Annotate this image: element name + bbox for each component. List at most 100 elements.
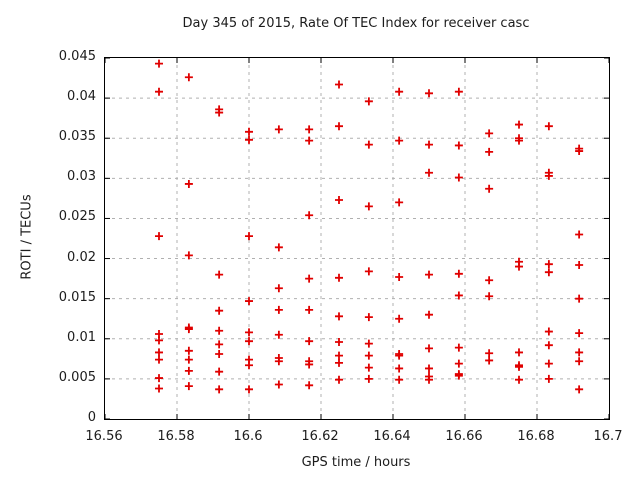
data-point bbox=[155, 59, 163, 68]
data-point bbox=[305, 360, 314, 369]
data-point bbox=[184, 325, 193, 334]
data-point bbox=[425, 140, 433, 149]
data-point bbox=[245, 297, 253, 306]
data-point bbox=[274, 330, 283, 339]
chart-title: Day 345 of 2015, Rate Of TEC Index for r… bbox=[182, 16, 530, 31]
data-point bbox=[274, 357, 283, 366]
data-point bbox=[364, 339, 373, 348]
data-point bbox=[215, 350, 224, 359]
data-point bbox=[395, 364, 404, 373]
data-point bbox=[335, 351, 343, 360]
data-point bbox=[515, 262, 523, 271]
data-point bbox=[395, 351, 404, 360]
data-point bbox=[215, 326, 224, 335]
data-point bbox=[515, 362, 523, 371]
data-point bbox=[364, 202, 373, 211]
data-point bbox=[544, 341, 553, 350]
data-point bbox=[155, 232, 163, 241]
data-point bbox=[425, 89, 433, 98]
x-tick-label: 16.58 bbox=[157, 429, 195, 444]
data-point bbox=[335, 195, 343, 204]
data-point bbox=[485, 292, 494, 301]
data-point bbox=[305, 136, 314, 145]
plot-canvas bbox=[105, 58, 609, 419]
data-point bbox=[245, 337, 253, 346]
data-point bbox=[305, 381, 314, 390]
data-point bbox=[305, 211, 314, 220]
data-point bbox=[215, 270, 224, 279]
data-point bbox=[544, 268, 553, 277]
data-point bbox=[335, 273, 343, 282]
data-point bbox=[544, 359, 553, 368]
data-point bbox=[395, 314, 404, 323]
y-tick-label: 0.005 bbox=[58, 369, 96, 385]
data-point bbox=[515, 120, 523, 129]
y-tick-label: 0.025 bbox=[58, 209, 96, 225]
data-point bbox=[184, 355, 193, 364]
x-tick-label: 16.66 bbox=[445, 429, 483, 444]
y-tick-label: 0.04 bbox=[67, 89, 96, 105]
data-point bbox=[425, 310, 433, 319]
data-point bbox=[155, 384, 163, 393]
data-point bbox=[575, 294, 584, 303]
data-point bbox=[335, 358, 343, 367]
data-point bbox=[425, 375, 433, 384]
x-axis-label: GPS time / hours bbox=[301, 455, 411, 470]
x-tick-label: 16.6 bbox=[233, 429, 263, 444]
data-point bbox=[485, 276, 494, 285]
data-point bbox=[515, 375, 523, 384]
data-point bbox=[155, 374, 163, 383]
data-point bbox=[544, 122, 553, 131]
data-point bbox=[184, 346, 193, 355]
data-point bbox=[544, 327, 553, 336]
data-point bbox=[274, 125, 283, 134]
data-point bbox=[425, 344, 433, 353]
data-point bbox=[575, 348, 584, 357]
data-point bbox=[184, 366, 193, 375]
data-point bbox=[155, 348, 163, 357]
data-point bbox=[485, 129, 494, 138]
data-point bbox=[215, 367, 224, 376]
data-point bbox=[245, 385, 253, 394]
y-tick-label: 0 bbox=[87, 410, 96, 425]
data-point bbox=[575, 357, 584, 366]
plot-area bbox=[104, 57, 610, 420]
data-point bbox=[454, 291, 463, 300]
data-point bbox=[335, 312, 343, 321]
data-point bbox=[215, 340, 224, 349]
data-point bbox=[454, 269, 463, 278]
y-axis-label: ROTI / TECUs bbox=[19, 194, 35, 280]
data-point bbox=[245, 232, 253, 241]
x-tick-label: 16.62 bbox=[301, 429, 339, 444]
data-point bbox=[485, 349, 494, 358]
data-point bbox=[245, 361, 253, 370]
data-point bbox=[364, 363, 373, 372]
data-point bbox=[395, 198, 404, 207]
data-point bbox=[274, 380, 283, 389]
data-point bbox=[184, 382, 193, 391]
data-point bbox=[245, 135, 253, 144]
data-point bbox=[454, 371, 463, 380]
data-point bbox=[395, 375, 404, 384]
data-point bbox=[335, 337, 343, 346]
data-point bbox=[425, 168, 433, 177]
data-point bbox=[184, 73, 193, 82]
data-point bbox=[215, 385, 224, 394]
data-point bbox=[305, 125, 314, 134]
data-point bbox=[575, 385, 584, 394]
data-point bbox=[364, 267, 373, 276]
data-point bbox=[305, 274, 314, 283]
y-tick-label: 0.01 bbox=[67, 329, 96, 345]
x-tick-label: 16.7 bbox=[593, 429, 623, 444]
x-tick-label: 16.56 bbox=[85, 429, 123, 444]
data-point bbox=[575, 147, 584, 156]
y-tick-label: 0.03 bbox=[67, 169, 96, 185]
data-point bbox=[184, 179, 193, 188]
y-tick-label: 0.02 bbox=[67, 249, 96, 265]
data-point bbox=[274, 284, 283, 293]
data-point bbox=[305, 305, 314, 314]
data-point bbox=[155, 87, 163, 96]
data-point bbox=[364, 97, 373, 106]
data-point bbox=[364, 351, 373, 360]
data-point bbox=[155, 336, 163, 345]
